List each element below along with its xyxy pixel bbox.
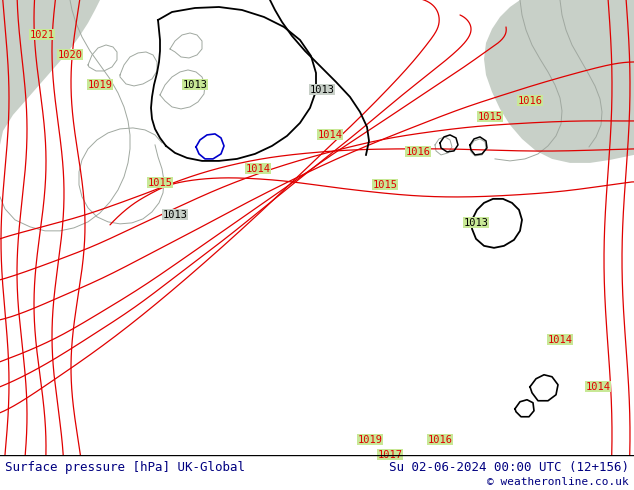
Text: Surface pressure [hPa] UK-Global: Surface pressure [hPa] UK-Global: [5, 461, 245, 474]
Text: 1016: 1016: [517, 96, 543, 106]
Polygon shape: [0, 0, 634, 163]
Text: 1016: 1016: [427, 435, 453, 445]
Text: 1020: 1020: [58, 50, 82, 60]
Text: 1017: 1017: [377, 450, 403, 460]
Text: 1013: 1013: [463, 218, 489, 228]
Text: Su 02-06-2024 00:00 UTC (12+156): Su 02-06-2024 00:00 UTC (12+156): [389, 461, 629, 474]
Text: 1013: 1013: [183, 80, 207, 90]
Text: 1013: 1013: [162, 210, 188, 220]
Text: 1019: 1019: [358, 435, 382, 445]
Text: 1015: 1015: [373, 180, 398, 190]
Text: 1015: 1015: [477, 112, 503, 122]
Text: 1021: 1021: [30, 30, 55, 40]
Text: 1016: 1016: [406, 147, 430, 157]
Text: 1014: 1014: [548, 335, 573, 345]
Text: 1014: 1014: [245, 164, 271, 174]
Text: 1014: 1014: [586, 382, 611, 392]
Text: 1014: 1014: [318, 130, 342, 140]
Text: © weatheronline.co.uk: © weatheronline.co.uk: [488, 477, 629, 487]
Text: 1013: 1013: [309, 85, 335, 95]
Text: 1015: 1015: [148, 178, 172, 188]
Text: 1019: 1019: [87, 80, 112, 90]
